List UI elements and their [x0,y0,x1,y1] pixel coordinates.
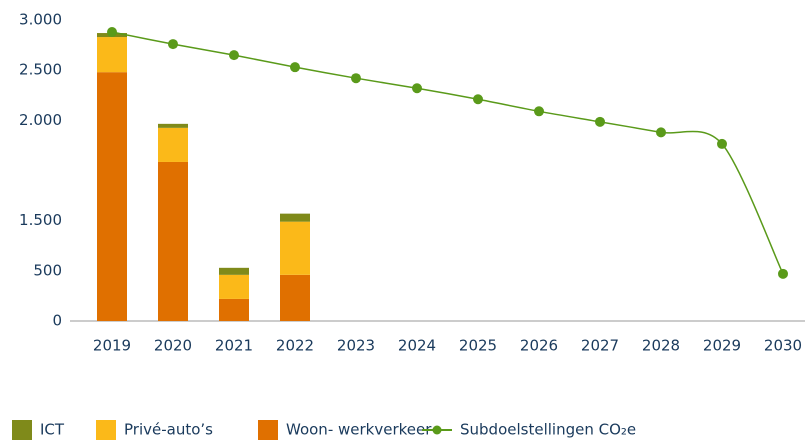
line-point [778,268,788,279]
bar-segment [219,267,249,275]
legend-swatch [96,420,116,440]
legend-label: Woon- werkverkeer [286,421,432,439]
x-tick-label: 2030 [764,337,802,355]
line-point [656,127,666,138]
line-point [290,62,300,73]
line-point [351,73,361,84]
bar-segment [219,298,249,321]
x-tick-label: 2021 [215,337,253,355]
y-tick-label: 2.000 [19,111,62,129]
x-tick-label: 2020 [154,337,192,355]
bar-segment [158,123,188,128]
line-point [717,138,727,149]
line-point [168,39,178,50]
line-point [534,106,544,117]
line-point [107,27,117,38]
line [111,31,784,275]
y-tick-label: 2.500 [19,61,62,79]
bar-segment [97,37,127,73]
bar-segment [280,221,310,275]
y-tick-label: 1.500 [19,211,62,229]
bar-segment [280,274,310,321]
y-tick-label: 500 [33,261,62,279]
bar-segment [158,127,188,162]
y-tick-label: 0 [52,312,62,330]
legend-swatch [258,420,278,440]
x-tick-label: 2024 [398,337,436,355]
x-tick-label: 2023 [337,337,375,355]
x-tick-label: 2019 [93,337,131,355]
bar-segment [280,213,310,222]
line-point [229,50,239,61]
line-point [595,116,605,127]
bar-segment [158,161,188,321]
legend-label: Privé-auto’s [124,421,213,439]
x-tick-label: 2025 [459,337,497,355]
bar-segment [219,274,249,299]
legend-marker [432,425,442,435]
x-tick-label: 2028 [642,337,680,355]
legend-swatch [12,420,32,440]
x-tick-label: 2026 [520,337,558,355]
x-tick-label: 2029 [703,337,741,355]
line-point [412,83,422,94]
line-point [473,94,483,105]
x-tick-label: 2027 [581,337,619,355]
x-tick-label: 2022 [276,337,314,355]
legend-label: Subdoelstellingen CO₂e [460,421,636,439]
legend-label: ICT [40,421,65,439]
y-tick-label: 3.000 [19,11,62,29]
bar-segment [97,72,127,321]
